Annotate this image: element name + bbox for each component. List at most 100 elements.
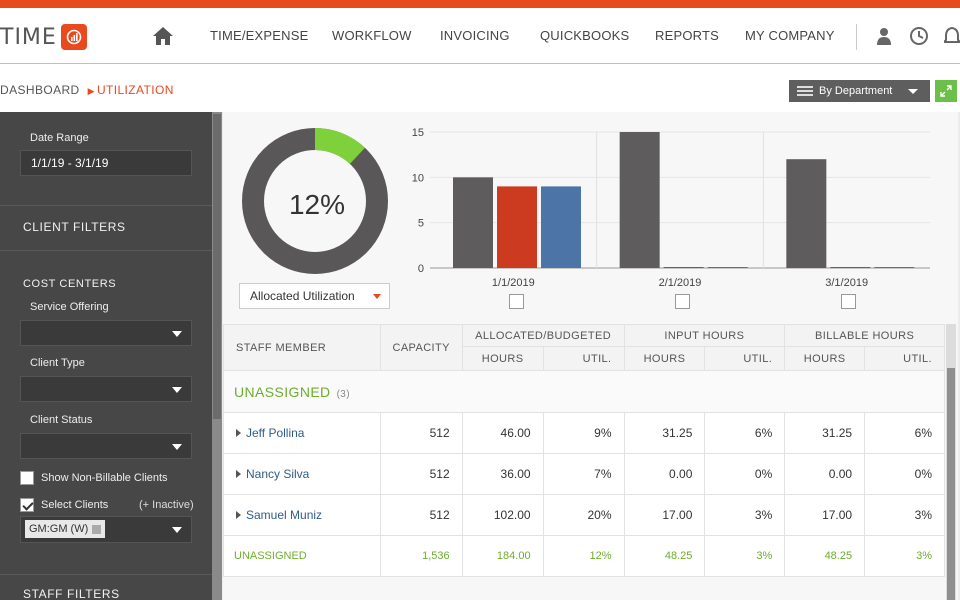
bell-icon[interactable] xyxy=(941,26,960,46)
total-billable-hours-cell: 48.25 xyxy=(784,535,866,577)
metric-select-value: Allocated Utilization xyxy=(250,289,355,303)
group-row[interactable]: UNASSIGNED (3) xyxy=(223,370,945,413)
group-by-dropdown[interactable]: By Department xyxy=(789,80,930,102)
header-input-util[interactable]: UTIL. xyxy=(704,346,786,371)
period-checkbox-2[interactable] xyxy=(675,294,690,309)
alloc-hours-cell: 46.00 xyxy=(461,412,544,454)
group-count: (3) xyxy=(336,388,350,400)
group-name: UNASSIGNED xyxy=(234,383,331,400)
remove-tag-icon[interactable] xyxy=(92,524,102,534)
table-row[interactable]: Samuel Muniz 512 102.00 20% 17.00 3% 17.… xyxy=(223,494,945,536)
donut-progress-arc xyxy=(242,128,388,274)
show-non-billable-label: Show Non-Billable Clients xyxy=(41,472,168,484)
breadcrumb-utilization: UTILIZATION xyxy=(96,83,174,97)
nav-workflow[interactable]: WORKFLOW xyxy=(332,28,412,43)
total-input-hours-cell: 48.25 xyxy=(623,535,706,577)
header-billable-util[interactable]: UTIL. xyxy=(864,346,945,371)
capacity-cell: 512 xyxy=(379,494,463,536)
alloc-util-cell: 7% xyxy=(542,453,625,495)
client-type-select[interactable] xyxy=(20,376,192,402)
expand-button[interactable] xyxy=(935,80,957,102)
alloc-hours-cell: 102.00 xyxy=(461,494,544,536)
nav-my-company[interactable]: MY COMPANY xyxy=(745,28,835,43)
total-input-util-cell: 3% xyxy=(704,535,786,577)
y-tick-label: 0 xyxy=(418,263,424,275)
sidebar-divider xyxy=(0,574,212,575)
show-non-billable-checkbox[interactable] xyxy=(20,471,34,485)
nav-invoicing[interactable]: INVOICING xyxy=(440,28,510,43)
utilization-bar-chart: 0 5 10 15 1/1/2019 2/1/2019 3/1/2019 xyxy=(412,127,930,289)
billable-util-cell: 0% xyxy=(864,453,945,495)
clock-icon[interactable] xyxy=(909,26,929,46)
client-filters-heading[interactable]: CLIENT FILTERS xyxy=(23,220,126,234)
staff-filters-heading[interactable]: STAFF FILTERS xyxy=(23,587,120,600)
header-input-hours-col[interactable]: HOURS xyxy=(623,346,706,371)
expand-row-icon[interactable] xyxy=(236,511,241,519)
service-offering-select[interactable] xyxy=(20,320,192,346)
select-clients-checkbox[interactable] xyxy=(20,498,34,512)
y-tick-label: 15 xyxy=(412,127,424,139)
input-hours-cell: 31.25 xyxy=(623,412,706,454)
input-util-cell: 0% xyxy=(704,453,786,495)
staff-name[interactable]: Jeff Pollina xyxy=(246,426,305,440)
period-checkbox-1[interactable] xyxy=(509,294,524,309)
sidebar-divider xyxy=(0,205,212,206)
total-alloc-hours-cell: 184.00 xyxy=(461,535,544,577)
top-accent-strip xyxy=(0,0,960,8)
nav-separator xyxy=(856,24,857,50)
cost-centers-heading: COST CENTERS xyxy=(23,278,117,290)
client-status-select[interactable] xyxy=(20,433,192,459)
chevron-down-icon xyxy=(373,294,381,299)
table-scrollbar-thumb[interactable] xyxy=(947,368,955,600)
y-tick-label: 10 xyxy=(412,172,424,184)
header-staff-member[interactable]: STAFF MEMBER xyxy=(223,324,381,371)
staff-name[interactable]: Nancy Silva xyxy=(246,467,310,481)
inactive-toggle[interactable]: (+ Inactive) xyxy=(139,499,194,511)
date-range-input[interactable]: 1/1/19 - 3/1/19 xyxy=(20,150,192,176)
metric-select[interactable]: Allocated Utilization xyxy=(239,283,390,309)
nav-reports[interactable]: REPORTS xyxy=(655,28,720,43)
billable-util-cell: 6% xyxy=(864,412,945,454)
table-row[interactable]: Nancy Silva 512 36.00 7% 0.00 0% 0.00 0% xyxy=(223,453,945,495)
header-alloc-util[interactable]: UTIL. xyxy=(542,346,625,371)
logo-chart-icon xyxy=(60,24,87,50)
period-checkbox-3[interactable] xyxy=(841,294,856,309)
chevron-down-icon xyxy=(172,444,182,450)
header-alloc-hours[interactable]: HOURS xyxy=(461,346,544,371)
total-label: UNASSIGNED xyxy=(223,535,381,577)
utilization-donut: 12% xyxy=(242,128,388,274)
x-tick-label: 1/1/2019 xyxy=(492,277,535,289)
chart-bar xyxy=(541,186,581,268)
alloc-hours-cell: 36.00 xyxy=(461,453,544,495)
date-range-label: Date Range xyxy=(30,132,89,144)
table-row[interactable]: Jeff Pollina 512 46.00 9% 31.25 6% 31.25… xyxy=(223,412,945,454)
breadcrumb: DASHBOARD ▶ UTILIZATION xyxy=(0,83,174,97)
header-billable-hours-col[interactable]: HOURS xyxy=(784,346,866,371)
client-status-label: Client Status xyxy=(30,414,93,426)
breadcrumb-dashboard[interactable]: DASHBOARD xyxy=(0,83,80,97)
utilization-percent: 12% xyxy=(289,189,345,220)
header-input-hours: INPUT HOURS xyxy=(623,324,786,347)
nav-quickbooks[interactable]: QUICKBOOKS xyxy=(540,28,630,43)
header-capacity[interactable]: CAPACITY xyxy=(379,324,463,371)
alloc-util-cell: 20% xyxy=(542,494,625,536)
chart-bar xyxy=(619,132,660,268)
billable-hours-cell: 0.00 xyxy=(784,453,866,495)
app-logo[interactable]: TIME xyxy=(0,22,87,52)
breadcrumb-arrow-icon: ▶ xyxy=(87,86,95,96)
chart-bar xyxy=(874,267,915,268)
capacity-cell: 512 xyxy=(379,412,463,454)
capacity-cell: 512 xyxy=(379,453,463,495)
expand-row-icon[interactable] xyxy=(236,470,241,478)
x-tick-label: 3/1/2019 xyxy=(825,277,868,289)
user-icon[interactable] xyxy=(874,26,894,46)
expand-row-icon[interactable] xyxy=(236,429,241,437)
select-clients-multiselect[interactable]: GM:GM (W) xyxy=(20,516,192,543)
table-scrollbar[interactable] xyxy=(946,324,956,600)
nav-time-expense[interactable]: TIME/EXPENSE xyxy=(210,28,309,43)
home-icon[interactable] xyxy=(152,26,174,46)
sidebar-scrollbar[interactable] xyxy=(212,112,222,600)
expand-icon xyxy=(940,85,952,97)
staff-name[interactable]: Samuel Muniz xyxy=(246,508,323,522)
sidebar-scrollbar-thumb[interactable] xyxy=(213,114,221,419)
